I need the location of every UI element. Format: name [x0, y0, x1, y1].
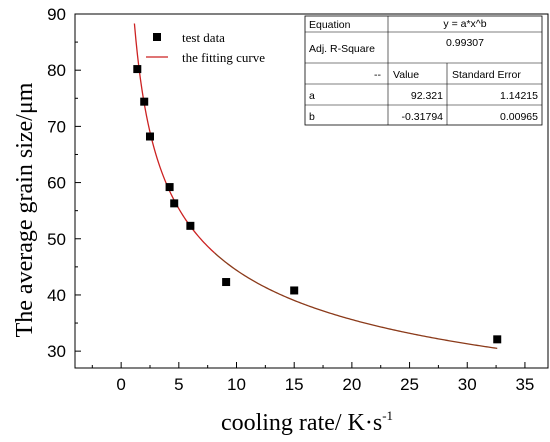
x-tick-label: 25: [400, 375, 419, 394]
x-tick-label: 10: [227, 375, 246, 394]
legend-marker-test-data: [153, 33, 161, 41]
fit-table-error-b: 0.00965: [500, 111, 538, 123]
data-point: [133, 65, 142, 74]
y-tick-label: 60: [47, 174, 66, 193]
fit-results-table: Equation y = a*x^b Adj. R-Square 0.99307…: [304, 15, 543, 126]
fit-table-value-b: -0.31794: [402, 111, 444, 123]
data-point: [222, 278, 231, 287]
fit-table-adj-r-label: Adj. R-Square: [309, 43, 375, 55]
y-tick-label: 80: [47, 61, 66, 80]
plot-frame: [74, 13, 549, 369]
data-point: [165, 183, 174, 192]
y-tick-label: 30: [47, 342, 66, 361]
axes-layer: 0 5 10 15 20 25 30 35 30 40 50 60 70 80 90: [47, 5, 534, 394]
fit-table-header-error: Standard Error: [452, 69, 521, 81]
x-axis-label-superscript: -1: [382, 408, 393, 423]
data-point: [140, 97, 149, 106]
y-axis-label: The average grain size/μm: [12, 82, 38, 337]
legend: test data the fitting curve: [146, 30, 265, 65]
fit-table-equation: y = a*x^b: [443, 18, 486, 30]
fit-table-adj-r-value: 0.99307: [446, 37, 484, 49]
legend-label-fitting-curve: the fitting curve: [182, 50, 265, 65]
x-tick-label: 0: [116, 375, 125, 394]
data-point: [170, 199, 179, 208]
x-tick-label: 5: [174, 375, 183, 394]
y-tick-label: 90: [47, 5, 66, 24]
fit-table-error-a: 1.14215: [500, 90, 538, 102]
x-axis-label: cooling rate/ K·s-1: [221, 408, 393, 436]
fit-table-value-a: 92.321: [411, 90, 443, 102]
data-point: [186, 221, 195, 230]
fit-table-param-a: a: [309, 90, 315, 102]
data-point: [290, 286, 299, 295]
y-tick-label: 50: [47, 230, 66, 249]
y-tick-label: 70: [47, 117, 66, 136]
x-tick-label: 35: [515, 375, 534, 394]
fit-table-param-b: b: [309, 111, 315, 123]
data-point: [145, 132, 154, 141]
fit-curve-segment: [214, 252, 498, 350]
legend-label-test-data: test data: [182, 30, 225, 45]
fit-table-border: [304, 15, 543, 126]
x-axis-label-text: cooling rate/ K·s: [221, 410, 382, 436]
fit-table-header-blank: --: [374, 69, 381, 81]
x-tick-label: 15: [285, 375, 304, 394]
x-tick-label: 30: [458, 375, 477, 394]
data-point: [493, 335, 502, 344]
fit-table-equation-label: Equation: [309, 19, 351, 31]
fit-table-header-value: Value: [393, 69, 419, 81]
data-points-layer: [133, 65, 502, 344]
y-tick-label: 40: [47, 286, 66, 305]
x-tick-label: 20: [342, 375, 361, 394]
